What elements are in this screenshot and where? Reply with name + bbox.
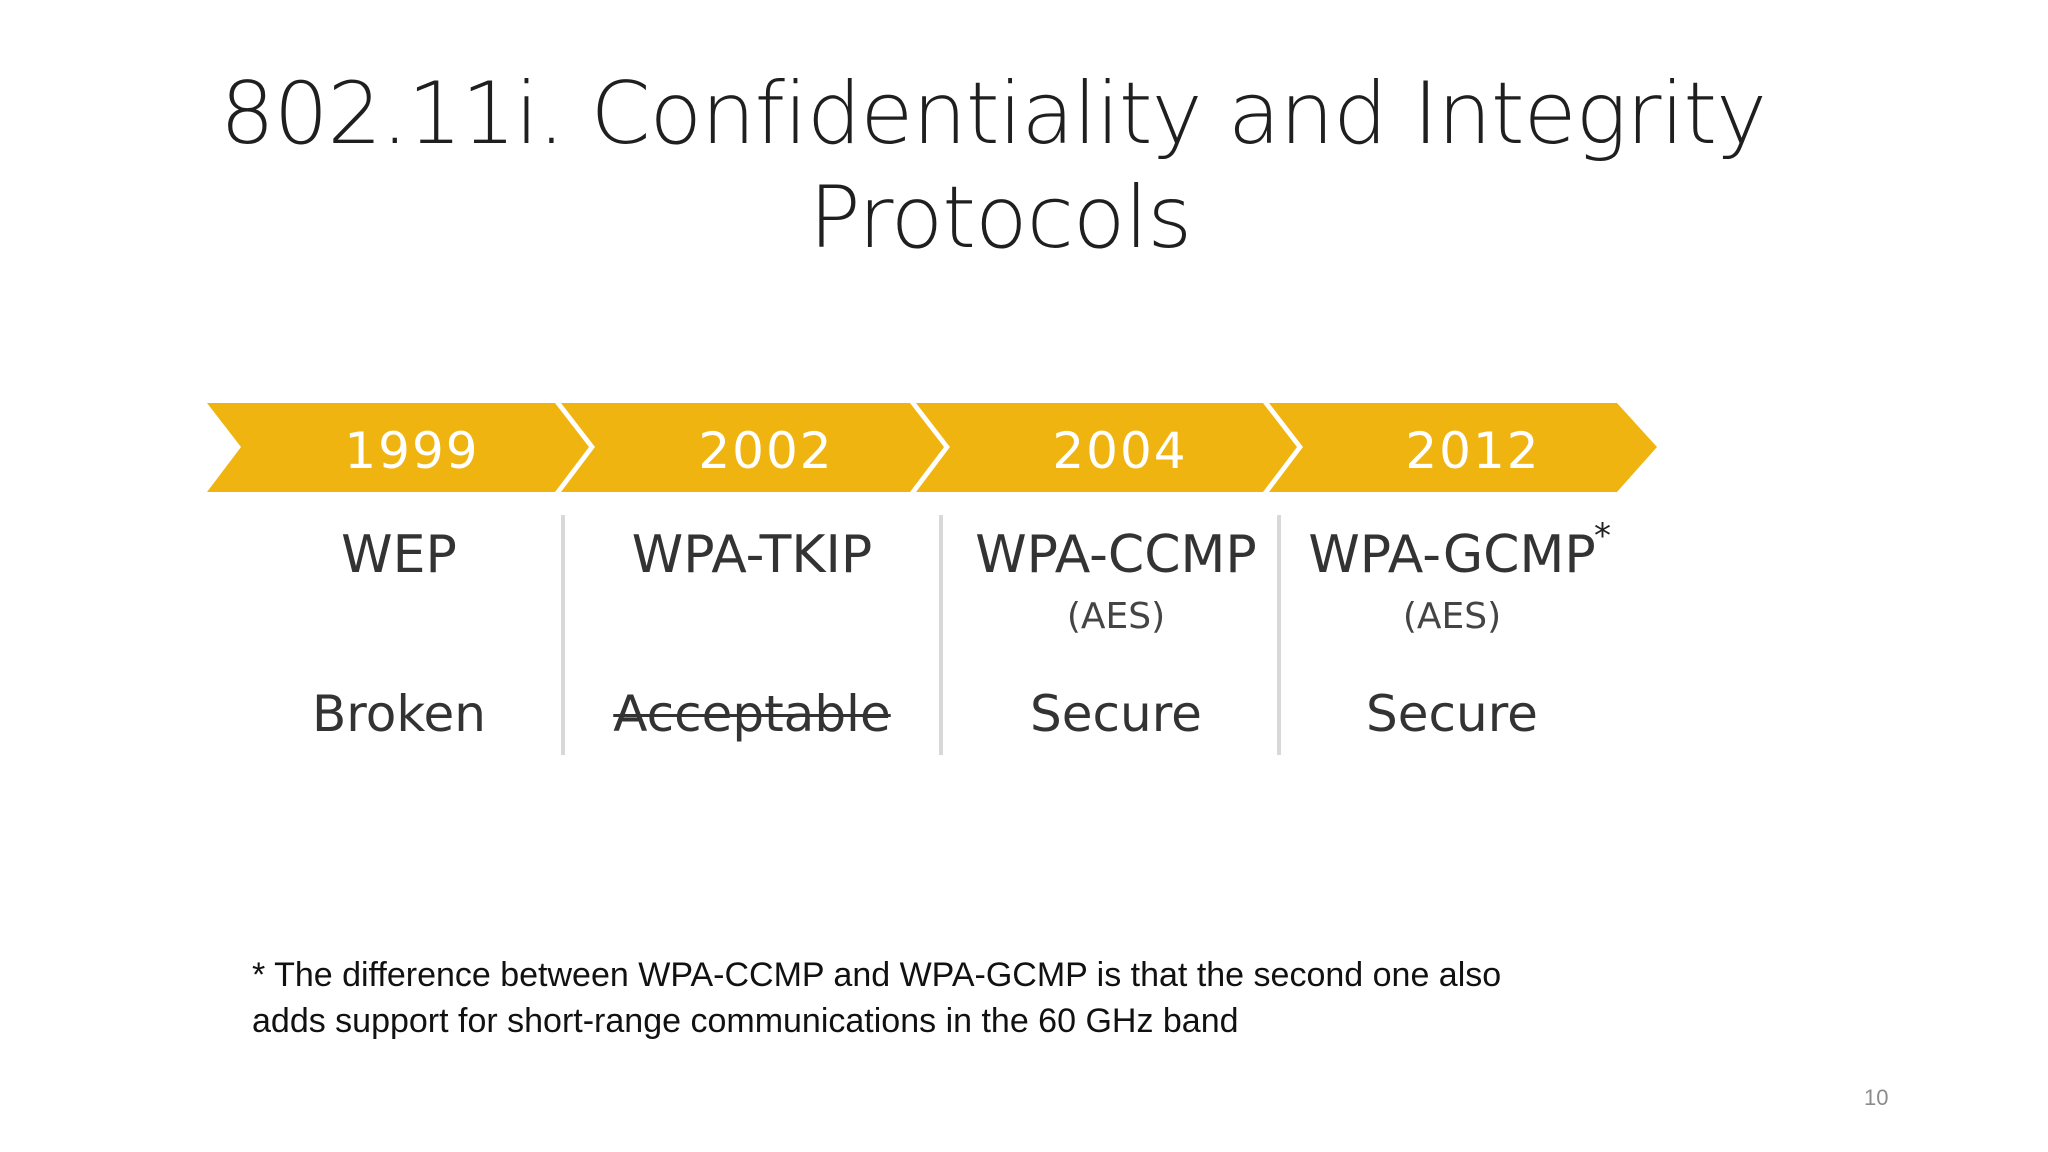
- protocol-column-wpa-tkip: WPA-TKIP Acceptable: [592, 515, 912, 749]
- timeline-arrows: [207, 403, 1657, 492]
- footnote-line-1: * The difference between WPA-CCMP and WP…: [252, 956, 1502, 994]
- footnote: * The difference between WPA-CCMP and WP…: [252, 952, 1652, 1044]
- footnote-marker: *: [1594, 516, 1611, 556]
- protocol-sub: (AES): [1066, 596, 1166, 637]
- column-divider: [561, 515, 565, 755]
- protocol-column-wep: WEP Broken: [239, 515, 559, 749]
- protocol-status: Broken: [312, 685, 486, 743]
- protocol-sub: [592, 595, 912, 639]
- timeline-banner: 1999 2002 2004 2012: [207, 400, 1667, 500]
- column-divider: [1277, 515, 1281, 755]
- slide-title-line-1: 802.11i. Confidentiality and Integrity: [220, 64, 1767, 164]
- protocol-column-wpa-gcmp: WPA-GCMP (AES) Secure: [1292, 515, 1612, 749]
- timeline-chevron-2002: [561, 403, 944, 492]
- protocol-name: WPA-GCMP: [1308, 525, 1596, 585]
- footnote-line-2: adds support for short-range communicati…: [252, 1002, 1239, 1040]
- slide-title-line-2: Protocols: [808, 168, 1192, 268]
- year-label-2002: 2002: [698, 422, 834, 480]
- protocol-sub: (AES): [1402, 596, 1502, 637]
- protocol-status: Secure: [1366, 685, 1538, 743]
- timeline-chevron-2012: [1269, 403, 1657, 492]
- protocol-name: WEP: [341, 525, 457, 585]
- year-label-1999: 1999: [344, 422, 480, 480]
- protocol-sub: [239, 595, 559, 639]
- timeline-chevron-2004: [916, 403, 1297, 492]
- column-divider: [939, 515, 943, 755]
- slide-title: 802.11i. Confidentiality and Integrity P…: [200, 62, 1820, 270]
- protocol-column-wpa-ccmp: WPA-CCMP (AES) Secure: [956, 515, 1276, 749]
- year-label-2012: 2012: [1405, 422, 1541, 480]
- year-label-2004: 2004: [1052, 422, 1188, 480]
- protocol-status: Secure: [1030, 685, 1202, 743]
- protocol-status-struck: Acceptable: [613, 685, 891, 743]
- protocol-name: WPA-TKIP: [631, 525, 873, 585]
- protocol-name: WPA-CCMP: [975, 525, 1257, 585]
- page-number: 10: [1864, 1085, 1889, 1110]
- timeline-chevron-1999: [207, 403, 589, 492]
